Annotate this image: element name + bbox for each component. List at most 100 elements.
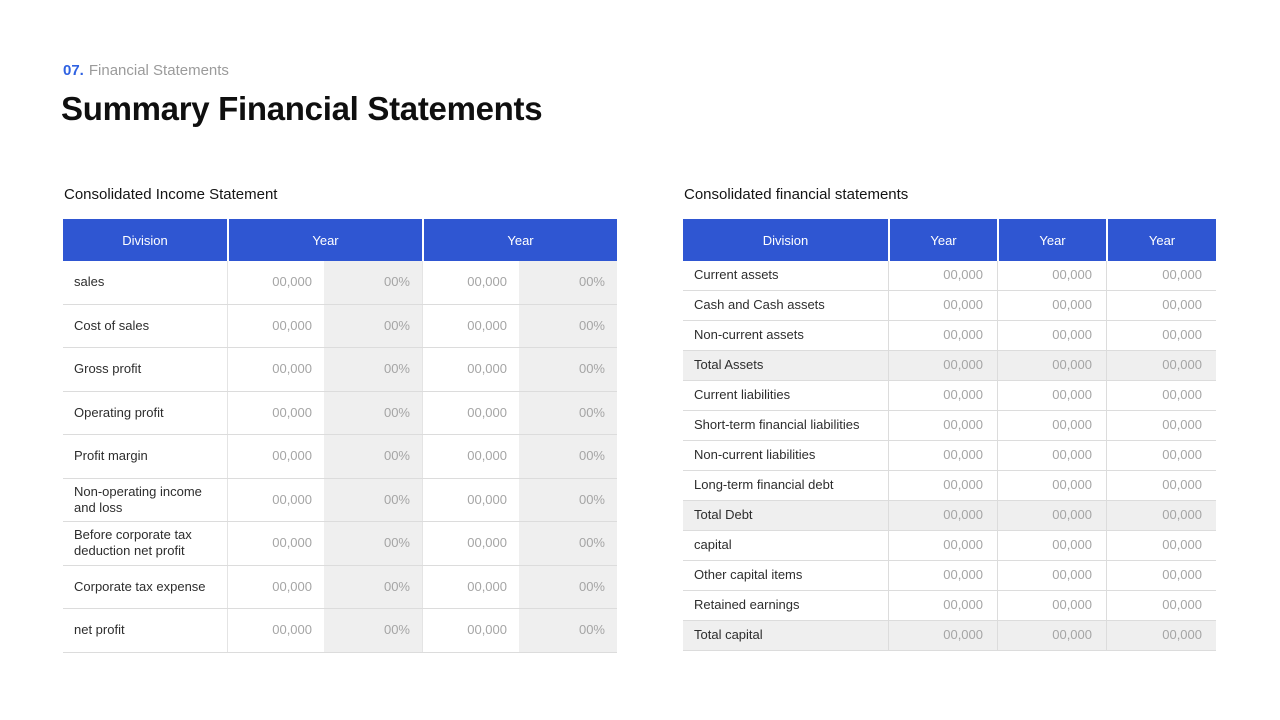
row-label: Non-current assets <box>694 327 804 343</box>
table-row: Non-operating income and loss 00,000 00% 00… <box>63 478 617 522</box>
table-row: Non-current liabilities 00,000 00,000 00,00… <box>683 441 1216 471</box>
cell-value: 00,000 <box>1106 351 1216 380</box>
table-row: Before corporate tax deduction net profi… <box>63 522 617 566</box>
table-row: Cost of sales 00,000 00% 00,000 00% <box>63 304 617 348</box>
cell-value: 00,000 <box>227 478 324 521</box>
table-row: Other capital items 00,000 00,000 00,000 <box>683 561 1216 591</box>
cell-value: 00,000 <box>227 348 324 391</box>
cell-value: 00% <box>324 261 422 304</box>
table-row-total: Total Debt 00,000 00,000 00,000 <box>683 501 1216 531</box>
table-row: Gross profit 00,000 00% 00,000 00% <box>63 348 617 392</box>
table-row: Profit margin 00,000 00% 00,000 00% <box>63 435 617 479</box>
cell-value: 00% <box>519 304 617 347</box>
cell-value: 00,000 <box>888 441 997 470</box>
cell-value: 00,000 <box>1106 291 1216 320</box>
cell-value: 00,000 <box>227 391 324 434</box>
table-header-row: Division Year Year <box>63 219 617 261</box>
row-label: Other capital items <box>694 567 803 583</box>
cell-value: 00% <box>519 435 617 478</box>
cell-value: 00,000 <box>997 411 1106 440</box>
header-cell-year: Year <box>227 219 422 261</box>
cell-value: 00,000 <box>1106 621 1216 650</box>
table-row: Retained earnings 00,000 00,000 00,000 <box>683 591 1216 621</box>
row-label: Non-current liabilities <box>694 447 816 463</box>
cell-value: 00,000 <box>997 621 1106 650</box>
cell-value: 00,000 <box>997 321 1106 350</box>
cell-value: 00,000 <box>1106 321 1216 350</box>
cell-value: 00% <box>519 522 617 565</box>
row-label: Cost of sales <box>74 317 150 333</box>
header-cell-year: Year <box>997 219 1106 261</box>
cell-value: 00,000 <box>997 591 1106 620</box>
cell-value: 00,000 <box>888 621 997 650</box>
cell-value: 00,000 <box>1106 561 1216 590</box>
cell-value: 00,000 <box>227 609 324 652</box>
cell-value: 00% <box>324 304 422 347</box>
cell-value: 00,000 <box>888 531 997 560</box>
cell-value: 00% <box>519 348 617 391</box>
page-title: Summary Financial Statements <box>61 90 543 127</box>
cell-value: 00,000 <box>422 522 519 565</box>
cell-value: 00,000 <box>422 565 519 608</box>
cell-value: 00,000 <box>1106 531 1216 560</box>
table-row: Long-term financial debt 00,000 00,000 00,0… <box>683 471 1216 501</box>
cell-value: 00% <box>324 522 422 565</box>
cell-value: 00% <box>324 391 422 434</box>
income-statement-title: Consolidated Income Statement <box>64 186 278 203</box>
header-cell-year: Year <box>422 219 617 261</box>
row-label: Total capital <box>694 627 763 643</box>
cell-value: 00,000 <box>997 261 1106 290</box>
cell-value: 00,000 <box>227 261 324 304</box>
row-label: Non-operating income and loss <box>74 483 202 515</box>
table-row-total: Total Assets 00,000 00,000 00,000 <box>683 351 1216 381</box>
cell-value: 00,000 <box>1106 381 1216 410</box>
cell-value: 00,000 <box>888 501 997 530</box>
cell-value: 00% <box>324 348 422 391</box>
cell-value: 00,000 <box>997 471 1106 500</box>
kicker-number: 07. <box>63 62 84 79</box>
table-row: Current assets 00,000 00,000 00,000 <box>683 261 1216 291</box>
row-label: capital <box>694 537 732 553</box>
row-label: Operating profit <box>74 404 164 420</box>
table-header-row: Division Year Year Year <box>683 219 1216 261</box>
cell-value: 00,000 <box>888 291 997 320</box>
cell-value: 00,000 <box>997 441 1106 470</box>
cell-value: 00% <box>519 261 617 304</box>
cell-value: 00% <box>324 478 422 521</box>
cell-value: 00,000 <box>888 471 997 500</box>
row-label: Corporate tax expense <box>74 578 206 594</box>
cell-value: 00,000 <box>1106 261 1216 290</box>
cell-value: 00,000 <box>422 478 519 521</box>
balance-sheet-title: Consolidated financial statements <box>684 186 909 203</box>
header-cell-division: Division <box>63 219 227 261</box>
table-row: Corporate tax expense 00,000 00% 00,000 00% <box>63 565 617 609</box>
row-label: sales <box>74 274 105 290</box>
cell-value: 00,000 <box>997 501 1106 530</box>
cell-value: 00,000 <box>422 435 519 478</box>
cell-value: 00% <box>324 565 422 608</box>
cell-value: 00% <box>324 435 422 478</box>
table-row: net profit 00,000 00% 00,000 00% <box>63 609 617 653</box>
cell-value: 00,000 <box>422 609 519 652</box>
cell-value: 00,000 <box>997 351 1106 380</box>
cell-value: 00,000 <box>1106 441 1216 470</box>
cell-value: 00,000 <box>997 291 1106 320</box>
table-row: Operating profit 00,000 00% 00,000 00% <box>63 391 617 435</box>
row-label: Long-term financial debt <box>694 477 834 493</box>
cell-value: 00,000 <box>1106 471 1216 500</box>
row-label: Total Debt <box>694 507 753 523</box>
row-label: Short-term financial liabilities <box>694 417 860 433</box>
cell-value: 00,000 <box>227 435 324 478</box>
cell-value: 00% <box>519 391 617 434</box>
table-row: Current liabilities 00,000 00,000 00,000 <box>683 381 1216 411</box>
header-cell-year: Year <box>888 219 997 261</box>
cell-value: 00,000 <box>227 304 324 347</box>
table-row-total: Total capital 00,000 00,000 00,000 <box>683 621 1216 651</box>
cell-value: 00,000 <box>1106 411 1216 440</box>
row-label: net profit <box>74 622 125 638</box>
cell-value: 00,000 <box>997 561 1106 590</box>
row-label: Cash and Cash assets <box>694 297 825 313</box>
cell-value: 00,000 <box>422 261 519 304</box>
cell-value: 00,000 <box>997 531 1106 560</box>
section-kicker: 07. Financial Statements <box>63 62 229 80</box>
